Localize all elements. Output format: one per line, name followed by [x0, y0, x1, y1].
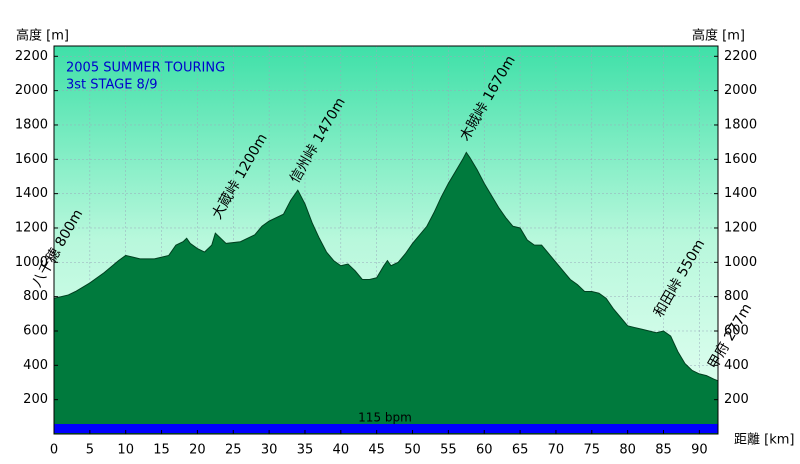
y2-tick-label: 600: [724, 323, 749, 338]
heart-rate-band: [54, 424, 718, 433]
x-tick-label: 10: [117, 443, 134, 458]
y2-axis-label: 高度 [m]: [692, 28, 745, 44]
y2-tick-label: 1000: [724, 255, 757, 270]
y2-tick-label: 2000: [724, 83, 757, 98]
y2-tick-label: 1800: [724, 117, 757, 132]
chart-subtitle: 3st STAGE 8/9: [66, 78, 157, 93]
y-tick-label: 800: [23, 289, 48, 304]
y-tick-label: 200: [23, 392, 48, 407]
x-tick-label: 75: [584, 443, 601, 458]
y-tick-label: 600: [23, 323, 48, 338]
x-tick-label: 85: [655, 443, 672, 458]
x-tick-label: 55: [440, 443, 457, 458]
y2-tick-label: 800: [724, 289, 749, 304]
y-tick-label: 1600: [15, 152, 48, 167]
x-tick-label: 70: [548, 443, 565, 458]
chart-title: 2005 SUMMER TOURING: [66, 61, 225, 76]
y-tick-label: 1400: [15, 186, 48, 201]
x-tick-label: 15: [153, 443, 170, 458]
x-tick-label: 50: [404, 443, 421, 458]
x-tick-label: 45: [368, 443, 385, 458]
y2-tick-label: 200: [724, 392, 749, 407]
y-tick-label: 400: [23, 358, 48, 373]
y-axis-label: 高度 [m]: [16, 28, 69, 44]
x-tick-label: 0: [50, 443, 58, 458]
y2-tick-label: 2200: [724, 49, 757, 64]
y-tick-label: 1800: [15, 117, 48, 132]
x-tick-label: 65: [512, 443, 529, 458]
y-tick-label: 2200: [15, 49, 48, 64]
y2-tick-label: 1600: [724, 152, 757, 167]
y-tick-label: 1000: [15, 255, 48, 270]
x-tick-label: 5: [86, 443, 94, 458]
x-tick-label: 35: [297, 443, 314, 458]
y-tick-label: 1200: [15, 220, 48, 235]
x-axis-label: 距離 [km]: [734, 433, 794, 448]
x-tick-label: 20: [189, 443, 206, 458]
x-tick-label: 80: [619, 443, 636, 458]
y2-tick-label: 1200: [724, 220, 757, 235]
plot-border: [53, 45, 719, 435]
x-tick-label: 30: [261, 443, 278, 458]
y2-tick-label: 400: [724, 358, 749, 373]
heart-rate-label: 115 bpm: [358, 411, 412, 425]
x-tick-label: 60: [476, 443, 493, 458]
y2-tick-label: 1400: [724, 186, 757, 201]
x-tick-label: 40: [333, 443, 350, 458]
x-tick-label: 25: [225, 443, 242, 458]
x-tick-label: 90: [691, 443, 708, 458]
y-tick-label: 2000: [15, 83, 48, 98]
elevation-area: [53, 151, 719, 435]
